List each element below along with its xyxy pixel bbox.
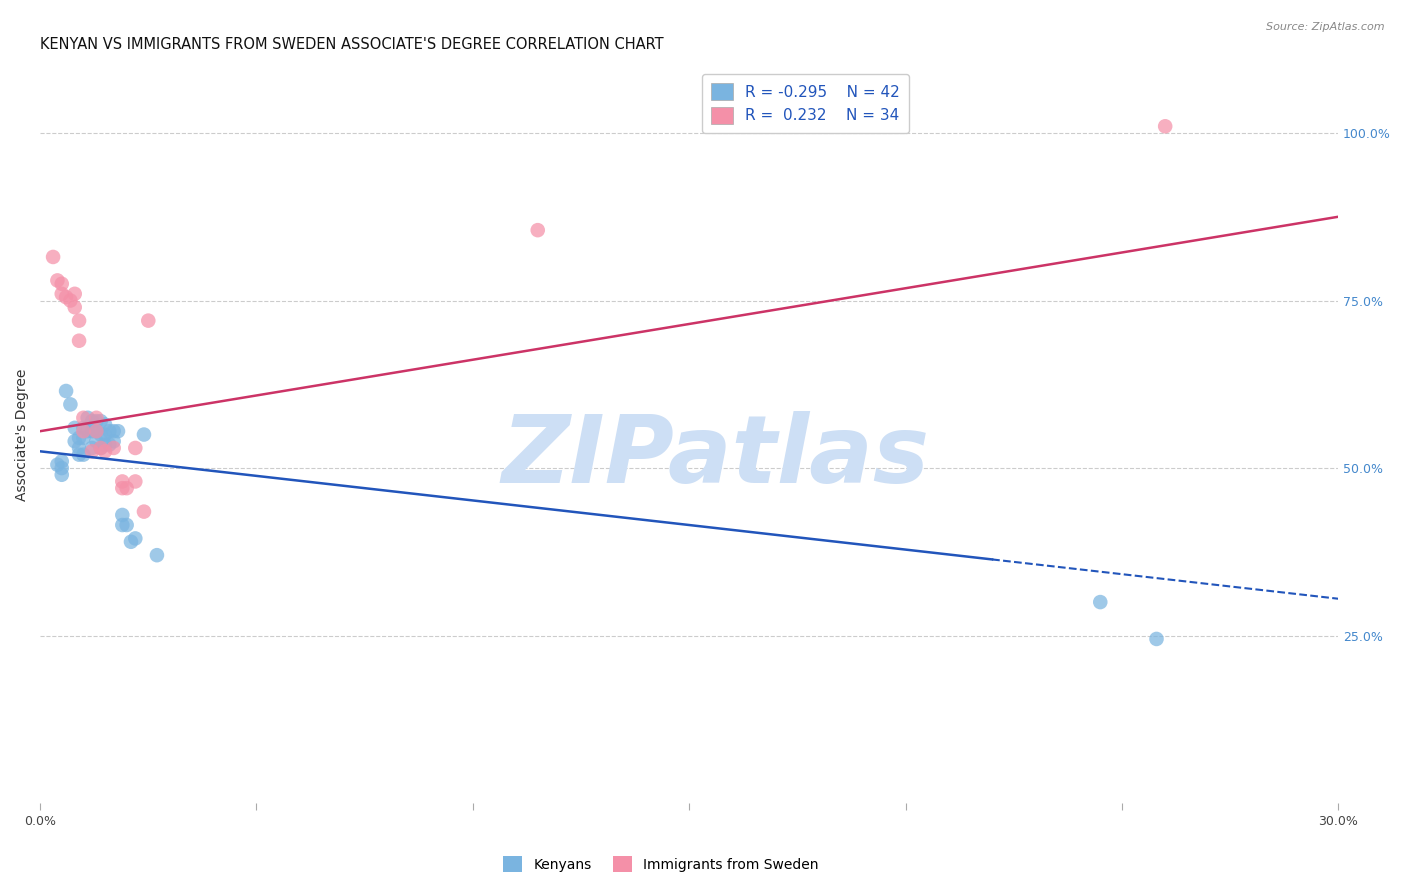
Point [111, 518, 134, 533]
Point [124, 532, 146, 546]
Legend: Kenyans, Immigrants from Sweden: Kenyans, Immigrants from Sweden [498, 851, 824, 878]
Point [94, 427, 117, 442]
Point [76, 424, 98, 438]
Y-axis label: Associate's Degree: Associate's Degree [15, 368, 30, 500]
Point [124, 475, 146, 489]
Point [67, 441, 90, 455]
Point [124, 441, 146, 455]
Point [86, 424, 108, 438]
Point [111, 481, 134, 495]
Point [1146, 632, 1168, 646]
Point [103, 434, 125, 449]
Point [72, 410, 94, 425]
Point [90, 414, 112, 428]
Point [51, 467, 73, 482]
Point [63, 434, 86, 449]
Point [80, 414, 103, 428]
Point [94, 417, 117, 432]
Point [132, 505, 155, 519]
Point [51, 277, 73, 291]
Legend: R = -0.295    N = 42, R =  0.232    N = 34: R = -0.295 N = 42, R = 0.232 N = 34 [702, 74, 908, 133]
Point [86, 434, 108, 449]
Text: ZIPatlas: ZIPatlas [501, 410, 929, 503]
Point [59, 397, 82, 411]
Point [90, 441, 112, 455]
Point [46, 458, 69, 472]
Point [51, 286, 73, 301]
Point [72, 424, 94, 438]
Point [98, 437, 121, 451]
Point [115, 481, 138, 495]
Point [86, 414, 108, 428]
Point [63, 300, 86, 314]
Point [72, 431, 94, 445]
Point [103, 441, 125, 455]
Point [146, 548, 169, 562]
Point [80, 444, 103, 458]
Point [136, 313, 159, 327]
Point [59, 293, 82, 308]
Point [63, 421, 86, 435]
Point [90, 441, 112, 455]
Point [67, 334, 90, 348]
Point [86, 424, 108, 438]
Point [111, 508, 134, 522]
Text: KENYAN VS IMMIGRANTS FROM SWEDEN ASSOCIATE'S DEGREE CORRELATION CHART: KENYAN VS IMMIGRANTS FROM SWEDEN ASSOCIA… [41, 37, 664, 53]
Point [51, 461, 73, 475]
Point [67, 313, 90, 327]
Point [86, 410, 108, 425]
Point [72, 421, 94, 435]
Point [94, 437, 117, 451]
Point [80, 424, 103, 438]
Point [111, 475, 134, 489]
Point [46, 273, 69, 287]
Point [115, 518, 138, 533]
Point [42, 250, 65, 264]
Point [76, 410, 98, 425]
Point [55, 384, 77, 398]
Point [63, 286, 86, 301]
Point [107, 424, 129, 438]
Point [51, 454, 73, 468]
Point [1090, 595, 1112, 609]
Point [67, 431, 90, 445]
Point [120, 534, 142, 549]
Point [67, 448, 90, 462]
Point [98, 424, 121, 438]
Point [72, 448, 94, 462]
Point [55, 290, 77, 304]
Point [80, 441, 103, 455]
Point [526, 223, 548, 237]
Point [90, 427, 112, 442]
Point [132, 427, 155, 442]
Point [1154, 120, 1177, 134]
Text: Source: ZipAtlas.com: Source: ZipAtlas.com [1267, 22, 1385, 32]
Point [94, 444, 117, 458]
Point [103, 424, 125, 438]
